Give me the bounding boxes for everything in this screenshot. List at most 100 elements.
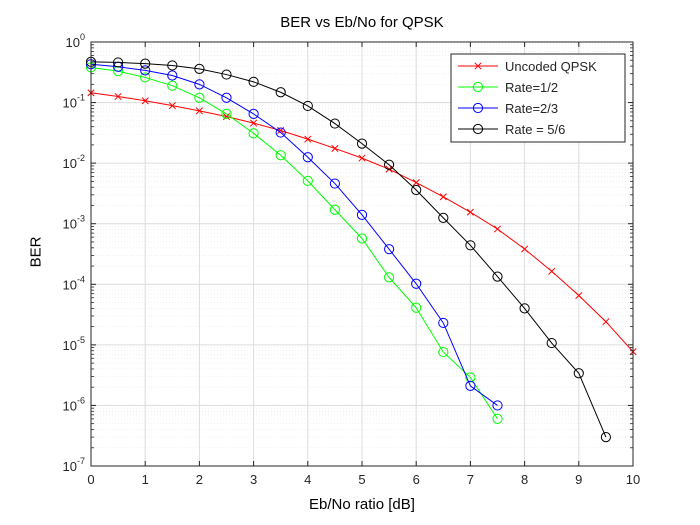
series-rate-2-3 — [85, 59, 503, 411]
data-point — [221, 108, 232, 120]
series-layer — [85, 56, 637, 443]
tick-labels-layer: 0 1 2 3 4 5 6 7 8 9 10 10-7 10-6 10-5 10-4 10-3 10-2 10-1… — [63, 32, 641, 487]
data-point — [167, 80, 178, 91]
data-point — [113, 57, 124, 68]
legend-item-rate-1-2: Rate=1/2 — [458, 80, 558, 95]
data-point — [358, 154, 366, 162]
data-point — [195, 107, 203, 115]
data-point — [602, 318, 610, 326]
data-point — [384, 244, 395, 255]
data-point — [114, 92, 122, 101]
x-tick-label: 1 — [142, 472, 149, 487]
data-point — [438, 317, 449, 329]
data-point — [384, 159, 395, 170]
series-line — [90, 66, 498, 420]
y-tick-label: 10-7 — [63, 456, 85, 474]
data-point — [140, 72, 151, 83]
legend-label: Rate=2/3 — [505, 101, 558, 116]
data-point — [248, 128, 259, 139]
legend-label: Rate=1/2 — [505, 80, 558, 95]
data-point — [329, 118, 340, 129]
data-point — [275, 87, 286, 98]
legend-marker — [472, 102, 484, 114]
data-point — [329, 204, 340, 215]
data-point — [222, 112, 231, 121]
x-tick-label: 10 — [626, 472, 640, 487]
legend-marker — [472, 123, 484, 135]
x-tick-label: 6 — [413, 472, 420, 487]
data-point — [140, 65, 151, 76]
x-tick-label: 2 — [196, 472, 203, 487]
y-tick-label: 10-1 — [63, 93, 85, 111]
data-point — [465, 380, 476, 392]
data-point — [465, 240, 476, 251]
data-point — [250, 119, 258, 127]
data-point — [302, 152, 313, 163]
y-tick-label: 100 — [66, 32, 85, 50]
data-point — [573, 368, 584, 379]
data-point — [194, 79, 205, 90]
data-point — [356, 138, 368, 149]
ticks-layer — [90, 41, 634, 467]
data-point — [302, 100, 313, 112]
data-point — [356, 233, 368, 244]
data-point — [492, 400, 503, 411]
data-point — [411, 184, 422, 196]
data-point — [466, 208, 474, 216]
data-point — [140, 58, 151, 69]
data-point — [302, 175, 313, 186]
data-point — [384, 272, 395, 283]
y-tick-label: 10-2 — [63, 153, 85, 171]
data-point — [194, 63, 205, 74]
data-point — [167, 70, 178, 81]
series-rate-1-2 — [85, 62, 503, 424]
x-tick-label: 7 — [467, 472, 474, 487]
data-point — [438, 346, 449, 358]
data-point — [329, 178, 340, 189]
legend-label: Uncoded QPSK — [505, 59, 597, 74]
legend-marker — [472, 81, 484, 93]
chart-title: BER vs Eb/No for QPSK — [280, 14, 444, 31]
data-point — [412, 179, 420, 187]
data-point — [546, 337, 557, 349]
y-tick-label: 10-5 — [63, 335, 85, 353]
x-tick-label: 3 — [250, 472, 257, 487]
data-point — [331, 144, 339, 152]
legend-marker — [474, 62, 482, 70]
data-point — [600, 432, 612, 443]
legend-label: Rate = 5/6 — [505, 122, 565, 137]
y-axis-label: BER — [27, 236, 45, 268]
data-point — [575, 291, 583, 300]
data-point — [194, 92, 205, 103]
x-tick-label: 9 — [575, 472, 582, 487]
x-tick-label: 4 — [304, 472, 311, 487]
data-point — [275, 127, 286, 138]
data-point — [168, 102, 176, 110]
data-point — [521, 245, 529, 253]
data-point — [221, 69, 232, 80]
data-point — [493, 225, 502, 233]
data-point — [438, 212, 449, 223]
x-tick-label: 8 — [521, 472, 528, 487]
data-point — [167, 60, 178, 71]
x-tick-label: 0 — [87, 472, 94, 487]
data-point — [221, 92, 232, 103]
data-point — [548, 267, 556, 275]
legend: Uncoded QPSK Rate=1/2 Rate=2/3 Rate = 5/6 — [450, 53, 626, 143]
legend-item-uncoded-qpsk: Uncoded QPSK — [458, 59, 597, 74]
legend-item-rate-5-6: Rate = 5/6 — [458, 122, 565, 137]
data-point — [356, 209, 368, 220]
y-tick-label: 10-6 — [63, 395, 85, 413]
y-tick-label: 10-3 — [63, 214, 85, 232]
data-point — [439, 193, 447, 201]
data-point — [275, 150, 286, 161]
data-point — [411, 302, 422, 313]
data-point — [248, 76, 259, 87]
legend-item-rate-2-3: Rate=2/3 — [458, 101, 558, 116]
data-point — [492, 271, 503, 282]
data-point — [304, 135, 312, 143]
series-rate-5-6 — [85, 56, 612, 443]
x-axis-label: Eb/No ratio [dB] — [309, 496, 415, 513]
